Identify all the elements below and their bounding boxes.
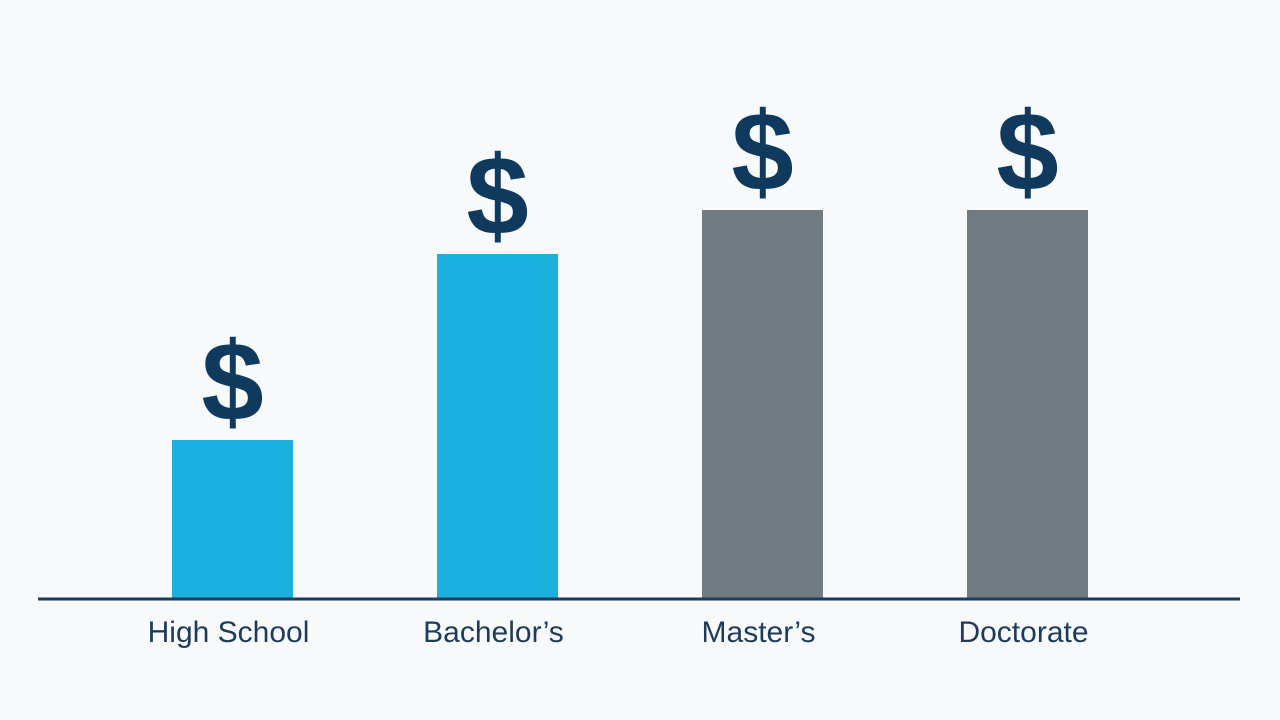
bar-annotation: $ bbox=[996, 89, 1058, 214]
bar bbox=[702, 210, 823, 599]
bar bbox=[437, 254, 558, 599]
x-tick-label: Bachelor’s bbox=[423, 616, 564, 649]
x-tick-label: High School bbox=[148, 616, 310, 649]
bar-annotation: $ bbox=[201, 319, 263, 444]
bar-annotation: $ bbox=[466, 133, 528, 258]
x-tick-label: Doctorate bbox=[958, 616, 1088, 649]
bar bbox=[172, 440, 293, 599]
bar-annotation: $ bbox=[731, 89, 793, 214]
bar bbox=[967, 210, 1088, 599]
x-tick-label: Master’s bbox=[702, 616, 816, 649]
bars bbox=[172, 210, 1088, 599]
